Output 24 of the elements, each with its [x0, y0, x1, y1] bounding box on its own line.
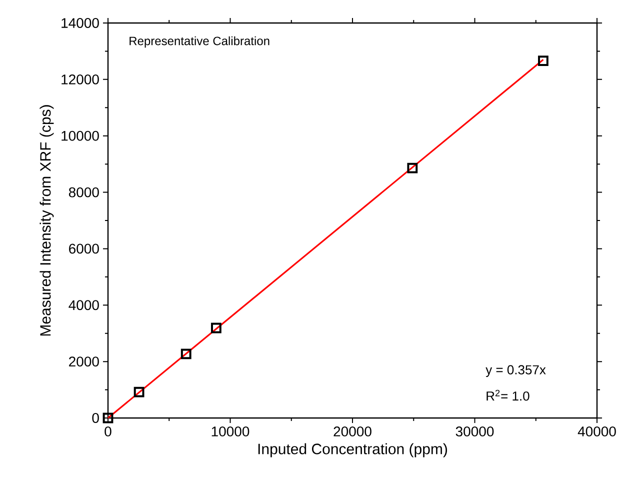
- y-tick-label: 4000: [68, 300, 99, 310]
- y-tick-label: 0: [92, 413, 99, 423]
- annotation: R$^{2}$= 1.0: [486, 390, 530, 401]
- point: [102, 412, 114, 424]
- x-axis-title: Inputed Concentration (ppm): [258, 443, 448, 458]
- y-tick-label: 14000: [62, 18, 99, 28]
- y-tick-label: 2000: [69, 356, 99, 367]
- x-tick-label: 10000: [212, 426, 250, 436]
- point: [210, 322, 222, 334]
- x-tick-label: 20000: [334, 426, 372, 436]
- y-tick-label: 10000: [62, 130, 99, 141]
- y-axis-title: Measured Intensity from XRF (cps): [40, 105, 54, 336]
- point: [538, 56, 548, 66]
- x-tick-label: 40000: [578, 426, 616, 436]
- point: [134, 386, 144, 398]
- y-tick-label: 12000: [62, 74, 99, 84]
- y-tick-label: 8000: [68, 187, 99, 198]
- y-tick-label: 6000: [69, 244, 99, 254]
- annotation: y = 0.357x: [486, 365, 546, 377]
- x-tick-label: 30000: [456, 426, 494, 436]
- x-tick-label: 0: [104, 426, 112, 436]
- annotation: Representative Calibration: [130, 36, 270, 48]
- point: [180, 348, 192, 360]
- point: [407, 162, 418, 174]
